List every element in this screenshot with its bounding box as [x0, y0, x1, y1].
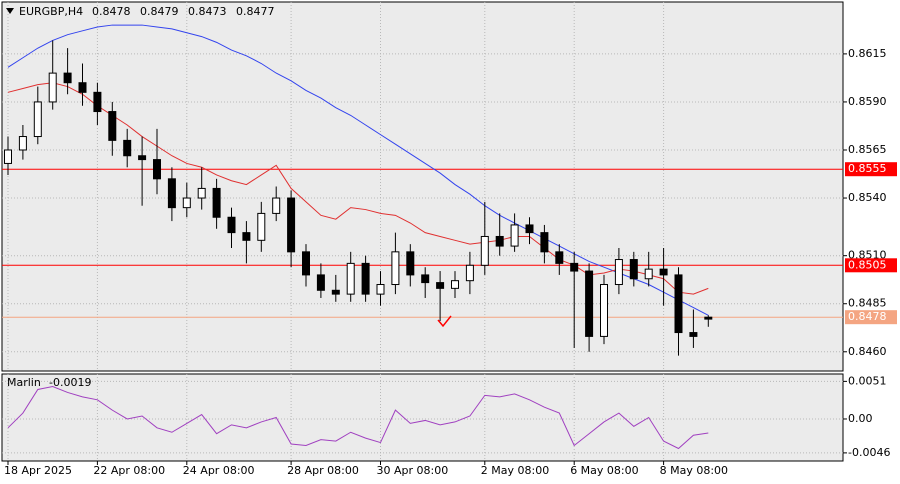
candle-body — [406, 251, 415, 276]
candle-body — [346, 262, 355, 295]
header-high: 0.8479 — [140, 5, 179, 18]
candle-body — [272, 197, 281, 214]
y-tick-label: -0.0046 — [848, 446, 890, 459]
candle-body — [585, 270, 594, 337]
menu-triangle — [6, 8, 14, 14]
price-label-box — [845, 310, 897, 325]
candle-body — [108, 111, 117, 141]
indicator-line — [7, 386, 709, 450]
candle-body — [704, 316, 713, 320]
y-tick-label: 0.8565 — [848, 143, 887, 156]
candle-body — [614, 259, 623, 286]
price-label: 0.8478 — [848, 310, 887, 323]
header-open: 0.8478 — [92, 5, 131, 18]
candle-body — [480, 235, 489, 266]
x-tick-label: 28 Apr 08:00 — [287, 464, 359, 477]
y-tick-label: 0.8540 — [848, 191, 887, 204]
header-close: 0.8477 — [236, 5, 275, 18]
candle-body — [510, 224, 519, 247]
candle-body — [451, 280, 459, 289]
candle-body — [525, 224, 534, 234]
candle-body — [302, 251, 310, 276]
x-tick-label: 22 Apr 08:00 — [93, 464, 165, 477]
candle-body — [421, 274, 430, 284]
candle-body — [287, 197, 296, 253]
candle-body — [167, 178, 176, 209]
candle-body — [540, 232, 549, 253]
x-tick-label: 2 May 08:00 — [481, 464, 549, 477]
x-tick-label: 30 Apr 08:00 — [377, 464, 449, 477]
y-tick-label: 0.00 — [848, 412, 873, 425]
candle-body — [48, 72, 57, 103]
candle-body — [153, 159, 161, 180]
candle-body — [689, 332, 698, 337]
indicator-panel — [1, 373, 844, 462]
x-tick-label: 18 Apr 2025 — [4, 464, 72, 477]
chart-title: EURGBP,H4 — [19, 5, 83, 18]
candle-body — [495, 235, 504, 247]
candle-body — [555, 251, 564, 264]
candle-body — [33, 101, 42, 138]
indicator-value: -0.0019 — [49, 376, 91, 389]
candle-body — [18, 136, 27, 151]
indicator-title: Marlin — [7, 376, 41, 389]
main-panel — [1, 1, 844, 372]
candle-body — [138, 155, 147, 161]
x-tick-label: 24 Apr 08:00 — [183, 464, 255, 477]
candle-body — [197, 187, 206, 199]
candle-body — [600, 284, 608, 337]
candle-body — [212, 187, 221, 218]
y-tick-label: 0.8590 — [848, 95, 887, 108]
candle-body — [257, 212, 266, 241]
candle-body — [644, 268, 653, 280]
x-tick-label: 8 May 08:00 — [660, 464, 728, 477]
candle-body — [436, 282, 445, 289]
candle-body — [316, 274, 325, 291]
layer: 0.84600.84850.85100.85400.85650.85900.86… — [2, 2, 897, 477]
y-tick-label: 0.8485 — [848, 297, 887, 310]
y-tick-label: 0.8460 — [848, 345, 887, 358]
candle-body — [465, 264, 474, 282]
header-low: 0.8473 — [188, 5, 227, 18]
candle-body — [376, 284, 385, 295]
candle-body — [227, 216, 236, 234]
candle-body — [93, 91, 102, 113]
candle-body — [242, 232, 251, 241]
candle-body — [78, 82, 87, 93]
level-label: 0.8555 — [848, 162, 887, 175]
candle-body — [674, 274, 683, 334]
x-tick-label: 6 May 08:00 — [570, 464, 638, 477]
candle-body — [182, 197, 191, 209]
candle-body — [331, 289, 340, 295]
candle-body — [123, 139, 132, 157]
candle-body — [629, 259, 638, 280]
candle-body — [570, 262, 579, 272]
candle-body — [63, 72, 72, 84]
candle-body — [391, 251, 400, 286]
level-label-box — [845, 258, 897, 273]
y-tick-label: 0.8615 — [848, 47, 887, 60]
candle-body — [4, 149, 12, 164]
moving-average — [7, 24, 709, 316]
check-mark — [437, 315, 452, 328]
level-label-box — [845, 162, 897, 177]
candle-body — [659, 268, 668, 276]
level-label: 0.8505 — [848, 258, 887, 271]
candle-body — [361, 262, 370, 295]
y-tick-label: 0.0051 — [848, 374, 887, 387]
